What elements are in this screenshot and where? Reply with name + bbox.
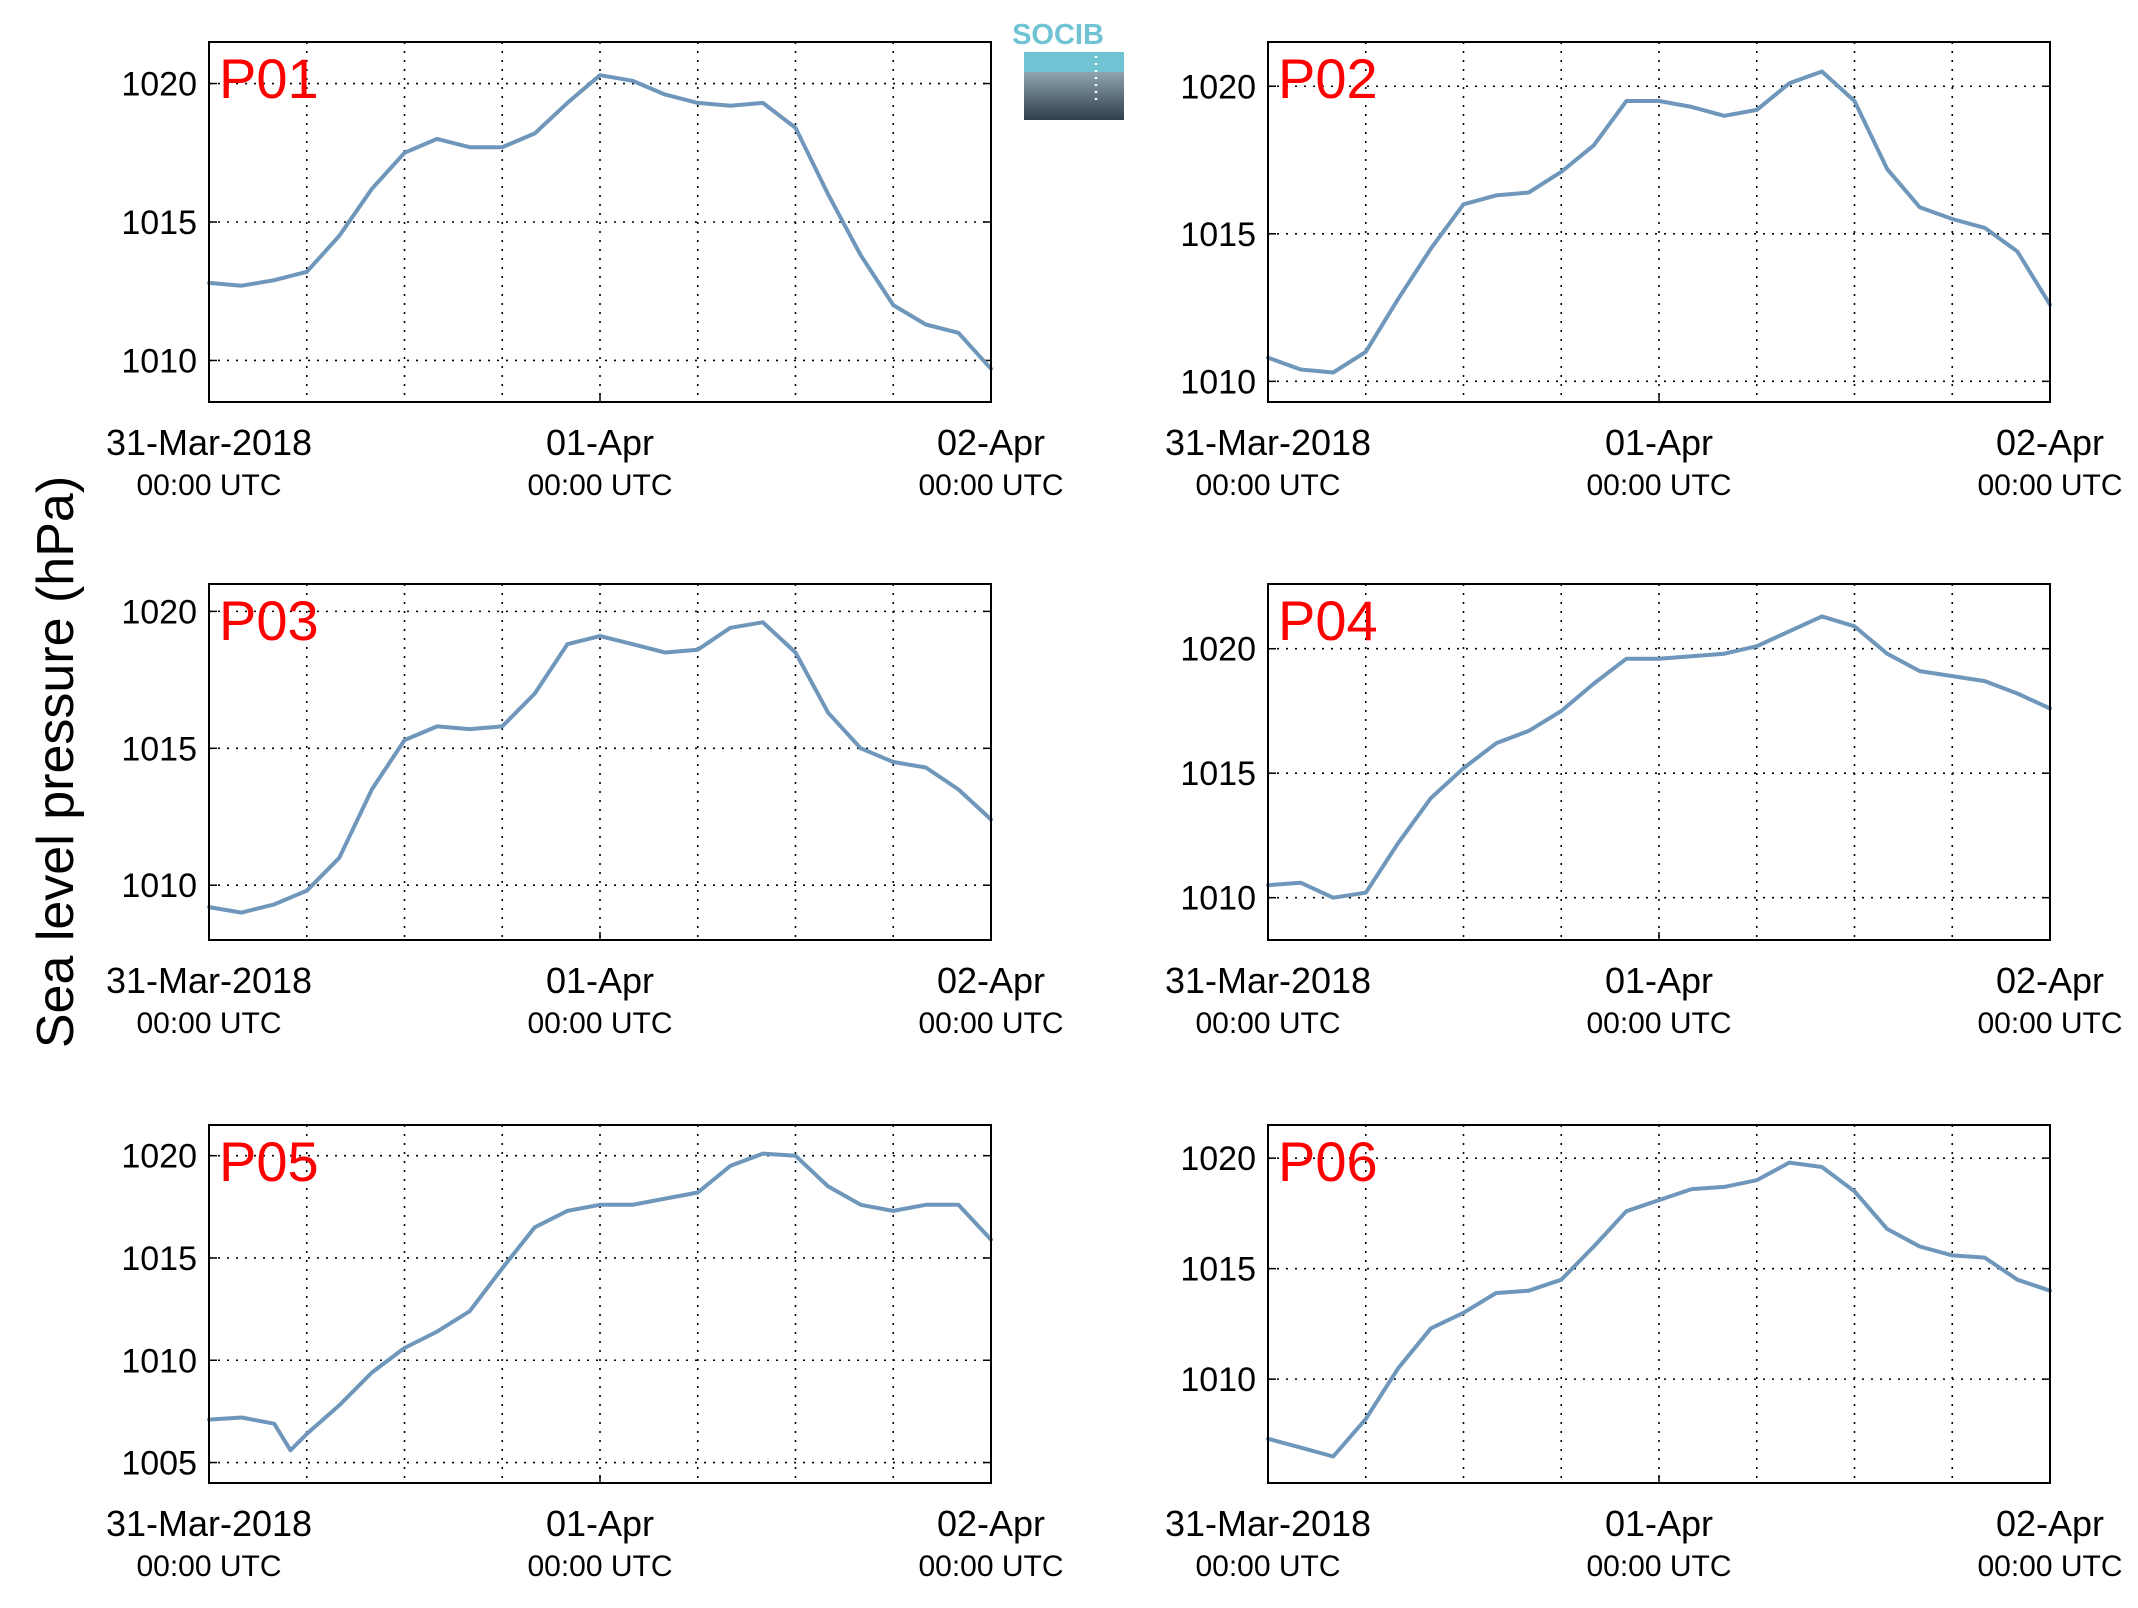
panel-3-ytick-label-0: 1010 [121,867,197,905]
panel-4-ytick-label-0: 1010 [1180,880,1256,918]
panel-5-ytick-label-1: 1010 [121,1342,197,1380]
socib-logo: SOCIB [1012,19,1124,120]
panel-5-ytick-label-3: 1020 [121,1138,197,1176]
panel-6-xtick-time-2: 00:00 UTC [1977,1550,2122,1583]
panel-6-xtick-date-1: 01-Apr [1605,1503,1713,1544]
panel-1: 1010 1015 1020 31-Mar-2018 00:00 UTC 01-Apr 00… [106,41,1064,502]
panels: 1010 1015 1020 31-Mar-2018 00:00 UTC 01-Apr 00… [106,41,2123,1583]
panel-6-ytick-label-2: 1020 [1180,1140,1256,1178]
panel-2: 1010 1015 1020 31-Mar-2018 00:00 UTC 01-Apr 00… [1165,41,2123,502]
panel-1-xtick-date-2: 02-Apr [937,422,1045,463]
panel-6: 1010 1015 1020 31-Mar-2018 00:00 UTC 01-Apr 00… [1165,1124,2123,1583]
panel-3-xtick-time-0: 00:00 UTC [136,1007,281,1040]
panel-5: 1005 1010 1015 1020 31-Mar-2018 00:00 UTC 01-A… [106,1124,1064,1583]
panel-4: 1010 1015 1020 31-Mar-2018 00:00 UTC 01-Apr 00… [1165,583,2123,1040]
panel-3-ytick-label-2: 1020 [121,593,197,631]
panel-4-xtick-time-2: 00:00 UTC [1977,1007,2122,1040]
panel-1-ytick-label-1: 1015 [121,204,197,242]
panel-5-xtick-date-2: 02-Apr [937,1503,1045,1544]
panel-6-xtick-time-0: 00:00 UTC [1195,1550,1340,1583]
panel-1-xtick-time-2: 00:00 UTC [918,469,1063,502]
panel-3-xtick-date-0: 31-Mar-2018 [106,960,312,1001]
panel-3-xtick-time-2: 00:00 UTC [918,1007,1063,1040]
panel-4-ytick-label-1: 1015 [1180,755,1256,793]
panel-5-xtick-time-1: 00:00 UTC [527,1550,672,1583]
panel-6-series-line-0 [1266,1160,2052,1459]
panel-5-series-line-0 [207,1151,993,1453]
panel-4-axes-frame [1267,583,2051,941]
panel-6-ytick-label-1: 1015 [1180,1251,1256,1289]
panel-2-xtick-date-1: 01-Apr [1605,422,1713,463]
panel-5-xtick-time-0: 00:00 UTC [136,1550,281,1583]
panel-1-ytick-label-2: 1020 [121,66,197,104]
panel-2-xtick-time-2: 00:00 UTC [1977,469,2122,502]
socib-logo-block [1024,72,1124,120]
panel-1-xtick-time-1: 00:00 UTC [527,469,672,502]
panel-5-xtick-date-1: 01-Apr [546,1503,654,1544]
panel-5-label: P05 [219,1130,319,1193]
panel-3-xtick-date-1: 01-Apr [546,960,654,1001]
panel-2-ytick-label-1: 1015 [1180,216,1256,254]
panel-2-xtick-time-1: 00:00 UTC [1586,469,1731,502]
panel-4-xtick-time-0: 00:00 UTC [1195,1007,1340,1040]
panel-6-xtick-date-2: 02-Apr [1996,1503,2104,1544]
panel-1-label: P01 [219,47,319,110]
panel-6-xtick-time-1: 00:00 UTC [1586,1550,1731,1583]
panel-5-ytick-label-2: 1015 [121,1240,197,1278]
panel-3-ytick-label-1: 1015 [121,730,197,768]
panel-3: 1010 1015 1020 31-Mar-2018 00:00 UTC 01-Apr 00… [106,583,1064,1040]
panel-1-series-line-0 [207,73,993,371]
panel-2-label: P02 [1278,47,1378,110]
socib-logo-band [1024,52,1124,72]
panel-4-xtick-date-1: 01-Apr [1605,960,1713,1001]
panel-2-xtick-date-2: 02-Apr [1996,422,2104,463]
panel-3-label: P03 [219,589,319,652]
panel-4-xtick-date-0: 31-Mar-2018 [1165,960,1371,1001]
panel-2-ytick-label-2: 1020 [1180,68,1256,106]
panel-5-ytick-label-0: 1005 [121,1445,197,1483]
panel-6-axes-frame [1267,1124,2051,1484]
panel-1-axes-frame [208,41,992,403]
panel-2-xtick-date-0: 31-Mar-2018 [1165,422,1371,463]
panel-3-xtick-time-1: 00:00 UTC [527,1007,672,1040]
y-axis-label: Sea level pressure (hPa) [27,476,85,1048]
panel-5-xtick-time-2: 00:00 UTC [918,1550,1063,1583]
panel-6-label: P06 [1278,1130,1378,1193]
panel-4-label: P04 [1278,589,1378,652]
panel-2-xtick-time-0: 00:00 UTC [1195,469,1340,502]
panel-1-ytick-label-0: 1010 [121,342,197,380]
panel-6-xtick-date-0: 31-Mar-2018 [1165,1503,1371,1544]
panel-6-ytick-label-0: 1010 [1180,1361,1256,1399]
panel-5-axes-frame [208,1124,992,1484]
panel-3-axes-frame [208,583,992,941]
panel-5-xtick-date-0: 31-Mar-2018 [106,1503,312,1544]
panel-3-xtick-date-2: 02-Apr [937,960,1045,1001]
panel-1-xtick-time-0: 00:00 UTC [136,469,281,502]
panel-1-xtick-date-0: 31-Mar-2018 [106,422,312,463]
panel-2-series-line-0 [1266,69,2052,375]
panel-4-ytick-label-2: 1020 [1180,631,1256,669]
panel-4-xtick-date-2: 02-Apr [1996,960,2104,1001]
panel-2-axes-frame [1267,41,2051,403]
panel-1-xtick-date-1: 01-Apr [546,422,654,463]
panel-2-ytick-label-0: 1010 [1180,363,1256,401]
panel-3-series-line-0 [207,620,993,915]
panel-4-xtick-time-1: 00:00 UTC [1586,1007,1731,1040]
panel-4-series-line-0 [1266,614,2052,900]
socib-logo-text: SOCIB [1012,19,1104,51]
